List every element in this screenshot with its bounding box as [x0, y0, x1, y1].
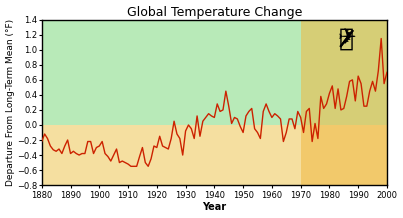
Title: Global Temperature Change: Global Temperature Change: [127, 5, 302, 19]
Bar: [42, 125, 387, 185]
Text: 🦟: 🦟: [339, 27, 354, 51]
Bar: [301, 20, 387, 185]
Y-axis label: Departure From Long-Term Mean (°F): Departure From Long-Term Mean (°F): [6, 19, 15, 186]
X-axis label: Year: Year: [202, 203, 226, 213]
Text: ✈: ✈: [337, 29, 356, 49]
